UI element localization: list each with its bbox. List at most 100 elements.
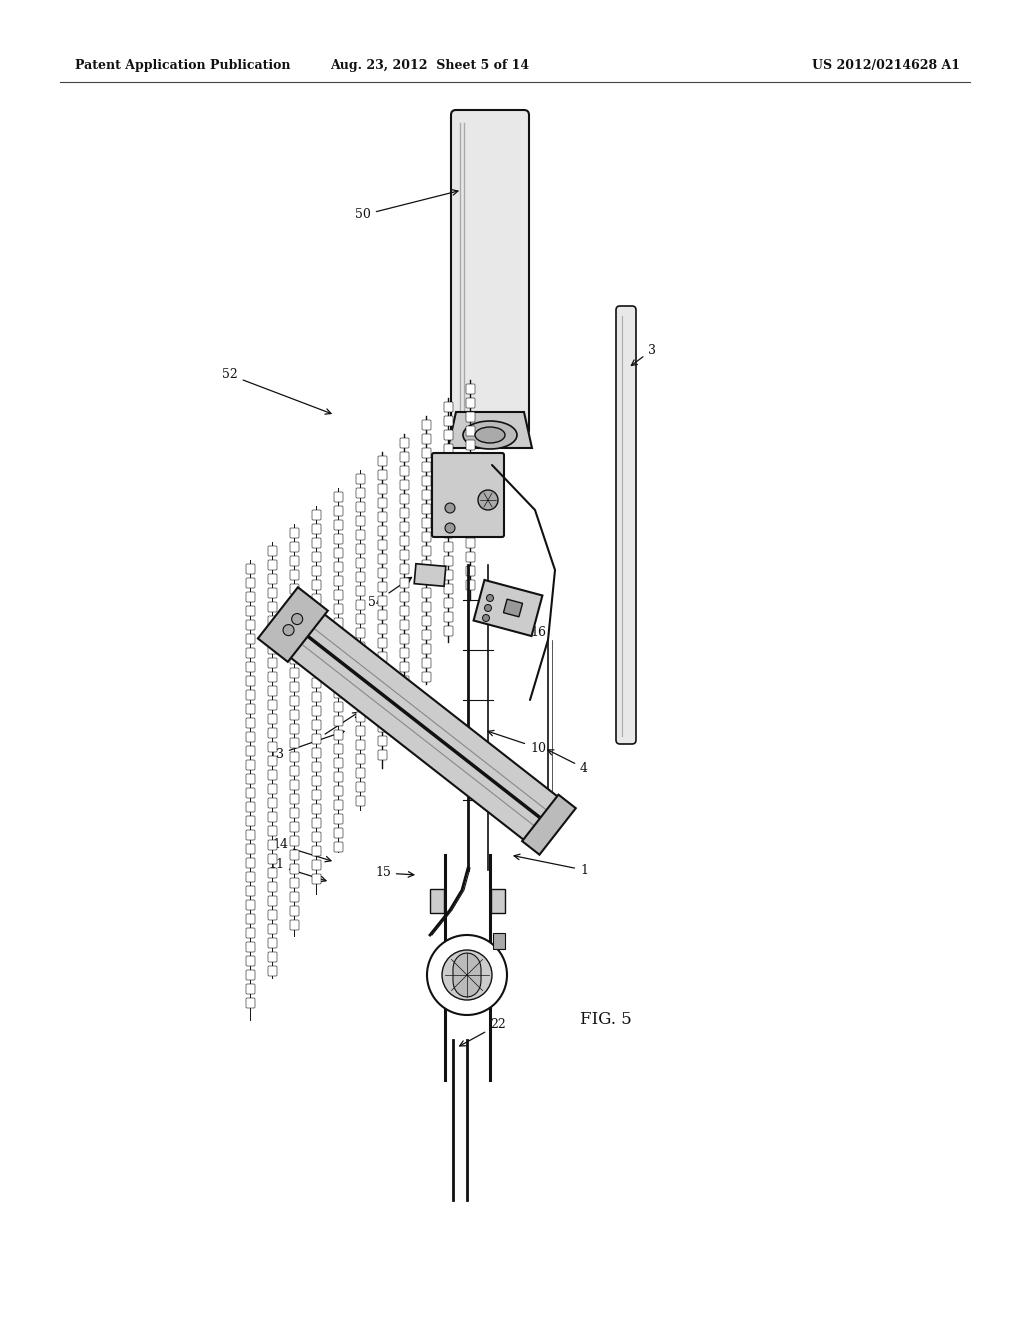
FancyBboxPatch shape xyxy=(290,836,299,846)
FancyBboxPatch shape xyxy=(312,622,321,632)
FancyBboxPatch shape xyxy=(356,572,365,582)
FancyBboxPatch shape xyxy=(466,454,475,465)
FancyBboxPatch shape xyxy=(422,420,431,430)
FancyBboxPatch shape xyxy=(290,696,299,706)
FancyBboxPatch shape xyxy=(268,574,278,583)
FancyBboxPatch shape xyxy=(356,531,365,540)
FancyBboxPatch shape xyxy=(290,780,299,789)
FancyBboxPatch shape xyxy=(334,562,343,572)
FancyBboxPatch shape xyxy=(444,444,453,454)
FancyBboxPatch shape xyxy=(290,850,299,861)
FancyBboxPatch shape xyxy=(378,708,387,718)
FancyBboxPatch shape xyxy=(356,614,365,624)
FancyBboxPatch shape xyxy=(268,826,278,836)
FancyBboxPatch shape xyxy=(268,882,278,892)
FancyBboxPatch shape xyxy=(334,645,343,656)
FancyBboxPatch shape xyxy=(334,758,343,768)
FancyBboxPatch shape xyxy=(268,714,278,723)
FancyBboxPatch shape xyxy=(378,722,387,733)
FancyBboxPatch shape xyxy=(444,570,453,579)
FancyBboxPatch shape xyxy=(466,566,475,576)
FancyBboxPatch shape xyxy=(356,671,365,680)
FancyBboxPatch shape xyxy=(466,384,475,393)
FancyBboxPatch shape xyxy=(378,484,387,494)
FancyBboxPatch shape xyxy=(268,770,278,780)
FancyBboxPatch shape xyxy=(356,474,365,484)
FancyBboxPatch shape xyxy=(444,458,453,469)
FancyBboxPatch shape xyxy=(290,682,299,692)
FancyBboxPatch shape xyxy=(422,616,431,626)
Text: 20: 20 xyxy=(477,780,502,800)
FancyBboxPatch shape xyxy=(422,490,431,500)
FancyBboxPatch shape xyxy=(400,620,409,630)
FancyBboxPatch shape xyxy=(422,574,431,583)
FancyBboxPatch shape xyxy=(246,578,255,587)
FancyBboxPatch shape xyxy=(268,587,278,598)
FancyBboxPatch shape xyxy=(246,942,255,952)
FancyBboxPatch shape xyxy=(268,812,278,822)
FancyBboxPatch shape xyxy=(246,900,255,909)
FancyBboxPatch shape xyxy=(466,440,475,450)
FancyBboxPatch shape xyxy=(444,486,453,496)
FancyBboxPatch shape xyxy=(268,644,278,653)
FancyBboxPatch shape xyxy=(268,672,278,682)
FancyBboxPatch shape xyxy=(466,496,475,506)
FancyBboxPatch shape xyxy=(356,642,365,652)
Text: 14: 14 xyxy=(272,838,331,862)
FancyBboxPatch shape xyxy=(246,634,255,644)
FancyBboxPatch shape xyxy=(290,808,299,818)
Text: 10: 10 xyxy=(488,730,546,755)
Ellipse shape xyxy=(475,426,505,444)
FancyBboxPatch shape xyxy=(378,680,387,690)
FancyBboxPatch shape xyxy=(378,624,387,634)
FancyBboxPatch shape xyxy=(290,612,299,622)
FancyBboxPatch shape xyxy=(444,416,453,426)
FancyBboxPatch shape xyxy=(246,998,255,1008)
FancyBboxPatch shape xyxy=(444,430,453,440)
FancyBboxPatch shape xyxy=(493,933,505,949)
FancyBboxPatch shape xyxy=(422,532,431,543)
FancyBboxPatch shape xyxy=(334,730,343,741)
Text: 52: 52 xyxy=(222,368,331,414)
FancyBboxPatch shape xyxy=(268,854,278,865)
FancyBboxPatch shape xyxy=(444,612,453,622)
FancyBboxPatch shape xyxy=(400,648,409,657)
Text: Aug. 23, 2012  Sheet 5 of 14: Aug. 23, 2012 Sheet 5 of 14 xyxy=(331,59,529,73)
FancyBboxPatch shape xyxy=(356,601,365,610)
FancyBboxPatch shape xyxy=(334,785,343,796)
FancyBboxPatch shape xyxy=(334,632,343,642)
FancyBboxPatch shape xyxy=(400,451,409,462)
FancyBboxPatch shape xyxy=(466,579,475,590)
Polygon shape xyxy=(264,594,566,846)
FancyBboxPatch shape xyxy=(466,482,475,492)
FancyBboxPatch shape xyxy=(268,840,278,850)
FancyBboxPatch shape xyxy=(356,628,365,638)
FancyBboxPatch shape xyxy=(422,560,431,570)
FancyBboxPatch shape xyxy=(246,760,255,770)
FancyBboxPatch shape xyxy=(246,663,255,672)
FancyBboxPatch shape xyxy=(444,513,453,524)
FancyBboxPatch shape xyxy=(290,543,299,552)
FancyBboxPatch shape xyxy=(312,579,321,590)
FancyBboxPatch shape xyxy=(268,952,278,962)
FancyBboxPatch shape xyxy=(356,768,365,777)
FancyBboxPatch shape xyxy=(312,539,321,548)
FancyBboxPatch shape xyxy=(422,477,431,486)
FancyBboxPatch shape xyxy=(334,535,343,544)
FancyBboxPatch shape xyxy=(290,668,299,678)
FancyBboxPatch shape xyxy=(268,909,278,920)
FancyBboxPatch shape xyxy=(378,582,387,591)
FancyBboxPatch shape xyxy=(312,552,321,562)
FancyBboxPatch shape xyxy=(290,766,299,776)
FancyBboxPatch shape xyxy=(290,570,299,579)
Text: 1: 1 xyxy=(514,854,588,876)
Text: 3: 3 xyxy=(632,343,656,366)
FancyBboxPatch shape xyxy=(444,626,453,636)
FancyBboxPatch shape xyxy=(400,550,409,560)
FancyBboxPatch shape xyxy=(466,469,475,478)
FancyBboxPatch shape xyxy=(356,516,365,525)
FancyBboxPatch shape xyxy=(356,698,365,708)
Circle shape xyxy=(283,624,294,636)
FancyBboxPatch shape xyxy=(312,748,321,758)
FancyBboxPatch shape xyxy=(246,676,255,686)
